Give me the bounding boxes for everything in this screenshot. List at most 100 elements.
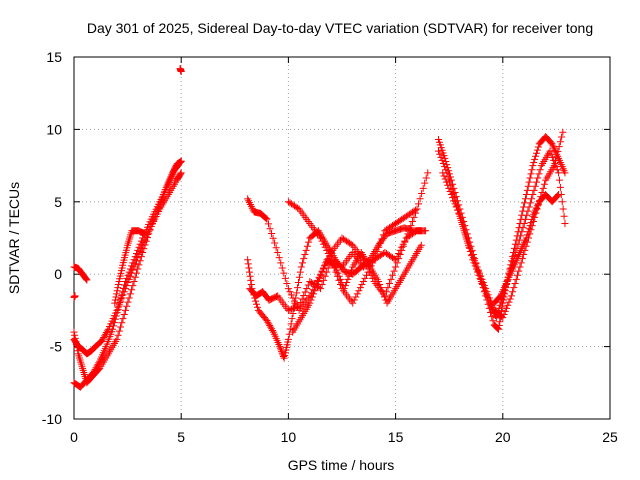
data-point <box>359 277 367 285</box>
data-point <box>350 296 358 304</box>
data-point <box>126 290 134 298</box>
data-point <box>301 288 309 296</box>
data-point <box>554 147 562 155</box>
data-point <box>489 303 497 311</box>
data-point <box>519 224 527 232</box>
data-point <box>176 158 184 166</box>
data-point <box>473 263 481 271</box>
data-point <box>252 297 260 305</box>
data-point <box>460 225 468 233</box>
data-point <box>123 302 131 310</box>
data-point <box>378 287 386 295</box>
data-point <box>302 246 310 254</box>
data-point <box>286 288 294 296</box>
data-point <box>387 275 395 283</box>
data-point <box>303 284 311 292</box>
data-point <box>442 166 450 174</box>
data-point <box>558 133 566 141</box>
data-point <box>336 262 344 270</box>
data-point <box>301 251 309 259</box>
data-point <box>447 191 455 199</box>
data-point <box>377 284 385 292</box>
data-point <box>534 174 542 182</box>
data-point <box>340 285 348 293</box>
data-point <box>112 312 120 320</box>
data-point <box>129 259 137 267</box>
data-point <box>441 163 449 171</box>
x-tick-labels: 0 5 10 15 20 25 <box>70 429 618 445</box>
data-point <box>141 230 149 238</box>
data-point <box>121 281 129 289</box>
data-point <box>559 205 567 213</box>
data-point <box>137 253 145 261</box>
data-point <box>531 155 539 163</box>
data-point <box>378 235 386 243</box>
data-point <box>466 244 474 252</box>
data-point <box>124 271 132 279</box>
data-point <box>111 299 119 307</box>
data-point <box>244 260 252 268</box>
data-point <box>264 220 272 228</box>
data-point <box>123 274 131 282</box>
data-point <box>524 182 532 190</box>
data-point <box>355 287 363 295</box>
data-point <box>512 275 520 283</box>
data-point <box>300 292 308 300</box>
data-point <box>533 146 541 154</box>
data-point <box>375 243 383 251</box>
data-point <box>113 290 121 298</box>
data-point <box>291 297 299 305</box>
data-point <box>461 229 469 237</box>
data-point <box>284 306 292 314</box>
data-point <box>528 215 536 223</box>
data-point <box>346 269 354 277</box>
data-point <box>445 184 453 192</box>
data-point <box>306 299 314 307</box>
data-point <box>317 271 325 279</box>
data-point <box>495 304 503 312</box>
data-point <box>511 280 519 288</box>
data-point <box>114 331 122 339</box>
y-tick-label: 15 <box>46 49 62 65</box>
data-point <box>529 162 537 170</box>
data-point <box>298 259 306 267</box>
data-point <box>320 240 328 248</box>
data-point <box>321 272 329 280</box>
data-point <box>528 166 536 174</box>
data-point <box>392 263 400 271</box>
data-point <box>509 288 517 296</box>
data-point <box>393 259 401 267</box>
data-point <box>510 284 518 292</box>
data-point <box>271 239 279 247</box>
series-K <box>284 198 421 307</box>
series-G <box>176 65 185 75</box>
series-E <box>70 292 79 301</box>
data-point <box>390 267 398 275</box>
data-point <box>441 175 449 183</box>
data-point <box>293 289 301 297</box>
data-point <box>113 309 121 317</box>
data-point <box>74 347 82 355</box>
data-point <box>118 319 126 327</box>
data-point <box>534 143 542 151</box>
y-tick-label: 0 <box>54 266 62 282</box>
data-point <box>467 247 475 255</box>
data-point <box>525 203 533 211</box>
data-point <box>376 281 384 289</box>
x-tick-label: 15 <box>388 429 404 445</box>
data-point <box>548 153 556 161</box>
data-point <box>379 231 387 239</box>
data-point <box>294 303 302 311</box>
data-point <box>308 293 316 301</box>
data-point <box>177 67 185 75</box>
data-point <box>117 295 125 303</box>
data-point <box>415 200 423 208</box>
data-point <box>317 234 325 242</box>
data-point <box>474 266 482 274</box>
data-point <box>446 177 454 185</box>
data-point <box>177 170 185 178</box>
data-point <box>560 212 568 220</box>
data-point <box>283 280 291 288</box>
data-point <box>500 311 508 319</box>
data-point <box>458 221 466 229</box>
